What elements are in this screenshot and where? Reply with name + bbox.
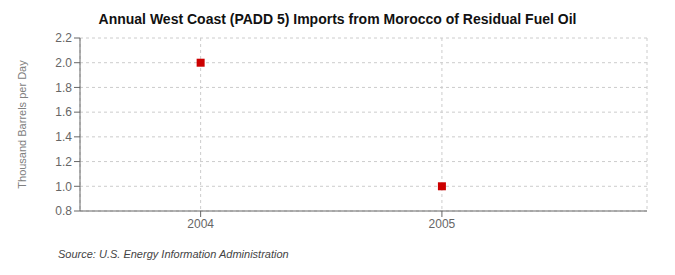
svg-text:1.4: 1.4 (55, 130, 72, 144)
svg-text:2.2: 2.2 (55, 31, 72, 45)
svg-text:1.6: 1.6 (55, 105, 72, 119)
svg-text:Thousand Barrels per Day: Thousand Barrels per Day (16, 60, 28, 189)
svg-text:2.0: 2.0 (55, 56, 72, 70)
svg-text:1.2: 1.2 (55, 155, 72, 169)
svg-text:2004: 2004 (187, 217, 214, 231)
html-text:Source: U.S. Energy Informatio: Source: U.S. Energy Information Administ… (58, 248, 289, 260)
svg-text:1.0: 1.0 (55, 180, 72, 194)
svg-text:1.8: 1.8 (55, 81, 72, 95)
svg-text:0.8: 0.8 (55, 204, 72, 218)
html-text:Annual West Coast (PADD 5) Imp: Annual West Coast (PADD 5) Imports from … (98, 11, 577, 27)
svg-text:2005: 2005 (429, 217, 456, 231)
